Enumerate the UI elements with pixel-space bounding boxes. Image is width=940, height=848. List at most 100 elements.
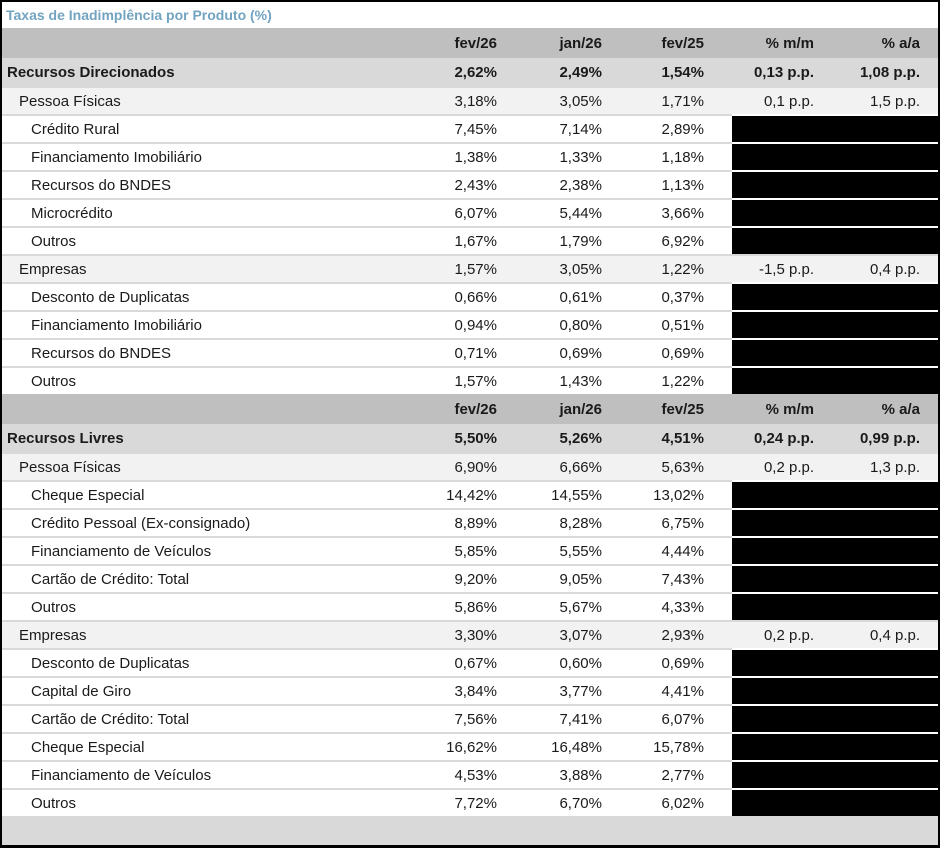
value-cell: 6,02% bbox=[610, 788, 732, 816]
value-cell: 7,45% bbox=[392, 114, 506, 142]
value-cell: 2,38% bbox=[506, 170, 610, 198]
value-cell: 0,66% bbox=[392, 282, 506, 310]
table-row: Desconto de Duplicatas 0,67% 0,60% 0,69% bbox=[2, 648, 938, 676]
table-row: Crédito Pessoal (Ex-consignado) 8,89% 8,28… bbox=[2, 508, 938, 536]
value-cell: 5,85% bbox=[392, 536, 506, 564]
value-cell: 3,30% bbox=[392, 620, 506, 648]
table-row: Desconto de Duplicatas 0,66% 0,61% 0,37% bbox=[2, 282, 938, 310]
column-header: fev/25 bbox=[661, 400, 704, 418]
value-cell: 5,26% bbox=[559, 429, 602, 447]
header-row: fev/26 jan/26 fev/25 % m/m % a/a bbox=[2, 394, 938, 424]
row-label: Financiamento de Veículos bbox=[2, 536, 392, 564]
value-cell: 7,72% bbox=[392, 788, 506, 816]
table-row: Recursos do BNDES 0,71% 0,69% 0,69% bbox=[2, 338, 938, 366]
redacted-cell bbox=[732, 310, 938, 338]
row-label: Microcrédito bbox=[2, 198, 392, 226]
row-label: Crédito Rural bbox=[2, 114, 392, 142]
value-cell: 6,75% bbox=[610, 508, 732, 536]
value-cell: 4,53% bbox=[392, 760, 506, 788]
value-cell: 2,77% bbox=[610, 760, 732, 788]
value-cell: 7,43% bbox=[610, 564, 732, 592]
value-cell: 13,02% bbox=[610, 480, 732, 508]
value-cell: 5,67% bbox=[506, 592, 610, 620]
column-header: fev/25 bbox=[661, 34, 704, 52]
row-label: Financiamento de Veículos bbox=[2, 760, 392, 788]
redacted-cell bbox=[732, 592, 938, 620]
redacted-cell bbox=[732, 648, 938, 676]
value-cell: 3,05% bbox=[506, 86, 610, 114]
value-cell: 6,70% bbox=[506, 788, 610, 816]
value-cell: 0,4 p.p. bbox=[824, 620, 938, 648]
value-cell: 1,57% bbox=[392, 366, 506, 394]
value-cell: 4,41% bbox=[610, 676, 732, 704]
value-cell: 1,3 p.p. bbox=[824, 452, 938, 480]
row-label: Recursos Livres bbox=[7, 429, 124, 447]
row-label: Capital de Giro bbox=[2, 676, 392, 704]
value-cell: 16,62% bbox=[392, 732, 506, 760]
value-cell: 3,66% bbox=[610, 198, 732, 226]
value-cell: 0,13 p.p. bbox=[753, 63, 814, 81]
table-row: Empresas 3,30% 3,07% 2,93% 0,2 p.p. 0,4 p.p. bbox=[2, 620, 938, 648]
value-cell: 0,37% bbox=[610, 282, 732, 310]
value-cell: 0,2 p.p. bbox=[732, 620, 824, 648]
table-row: Capital de Giro 3,84% 3,77% 4,41% bbox=[2, 676, 938, 704]
value-cell: 0,1 p.p. bbox=[732, 86, 824, 114]
value-cell: 1,67% bbox=[392, 226, 506, 254]
redacted-cell bbox=[732, 366, 938, 394]
redacted-cell bbox=[732, 704, 938, 732]
footer-bar bbox=[2, 816, 938, 845]
row-label: Cartão de Crédito: Total bbox=[2, 704, 392, 732]
value-cell: 0,80% bbox=[506, 310, 610, 338]
redacted-cell bbox=[732, 282, 938, 310]
value-cell: 0,4 p.p. bbox=[824, 254, 938, 282]
value-cell: 2,93% bbox=[610, 620, 732, 648]
value-cell: 3,07% bbox=[506, 620, 610, 648]
value-cell: 16,48% bbox=[506, 732, 610, 760]
value-cell: 5,55% bbox=[506, 536, 610, 564]
table-row: Cartão de Crédito: Total 9,20% 9,05% 7,43% bbox=[2, 564, 938, 592]
column-header: % m/m bbox=[765, 400, 814, 418]
value-cell: 1,18% bbox=[610, 142, 732, 170]
value-cell: 6,66% bbox=[506, 452, 610, 480]
value-cell: 1,22% bbox=[610, 366, 732, 394]
value-cell: 1,43% bbox=[506, 366, 610, 394]
value-cell: 3,18% bbox=[392, 86, 506, 114]
redacted-cell bbox=[732, 760, 938, 788]
value-cell: 1,54% bbox=[661, 63, 704, 81]
value-cell: 2,89% bbox=[610, 114, 732, 142]
column-header: % a/a bbox=[881, 34, 920, 52]
table-row: Cartão de Crédito: Total 7,56% 7,41% 6,07% bbox=[2, 704, 938, 732]
value-cell: 5,63% bbox=[610, 452, 732, 480]
value-cell: 7,14% bbox=[506, 114, 610, 142]
value-cell: 9,05% bbox=[506, 564, 610, 592]
table-row: Pessoa Físicas 6,90% 6,66% 5,63% 0,2 p.p. 1,3… bbox=[2, 452, 938, 480]
value-cell: 5,50% bbox=[454, 429, 497, 447]
redacted-cell bbox=[732, 198, 938, 226]
table-row: Empresas 1,57% 3,05% 1,22% -1,5 p.p. 0,4 p.p. bbox=[2, 254, 938, 282]
value-cell: 0,51% bbox=[610, 310, 732, 338]
value-cell: 0,60% bbox=[506, 648, 610, 676]
row-label: Desconto de Duplicatas bbox=[2, 648, 392, 676]
value-cell: 6,07% bbox=[610, 704, 732, 732]
row-label: Outros bbox=[2, 592, 392, 620]
value-cell: 1,38% bbox=[392, 142, 506, 170]
value-cell: 5,86% bbox=[392, 592, 506, 620]
table-row: Financiamento Imobiliário 0,94% 0,80% 0,51% bbox=[2, 310, 938, 338]
row-label: Cheque Especial bbox=[2, 732, 392, 760]
redacted-cell bbox=[732, 142, 938, 170]
redacted-cell bbox=[732, 536, 938, 564]
header-spacer bbox=[2, 28, 392, 58]
table-row: Outros 5,86% 5,67% 4,33% bbox=[2, 592, 938, 620]
redacted-cell bbox=[732, 114, 938, 142]
value-cell: 3,77% bbox=[506, 676, 610, 704]
table-row: Outros 7,72% 6,70% 6,02% bbox=[2, 788, 938, 816]
value-cell: 15,78% bbox=[610, 732, 732, 760]
row-label: Cheque Especial bbox=[2, 480, 392, 508]
value-cell: 3,84% bbox=[392, 676, 506, 704]
table-row: Pessoa Físicas 3,18% 3,05% 1,71% 0,1 p.p. 1,5… bbox=[2, 86, 938, 114]
table-row: Financiamento de Veículos 4,53% 3,88% 2,77% bbox=[2, 760, 938, 788]
value-cell: 1,57% bbox=[392, 254, 506, 282]
column-header: jan/26 bbox=[559, 34, 602, 52]
column-header: fev/26 bbox=[454, 400, 497, 418]
